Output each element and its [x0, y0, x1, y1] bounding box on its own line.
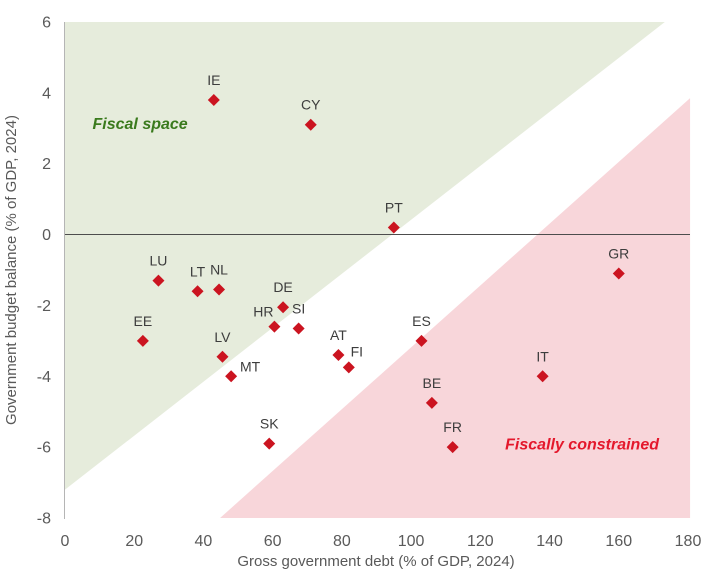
fiscally-constrained-label: Fiscally constrained: [505, 437, 660, 454]
x-tick-180: 180: [675, 533, 702, 550]
data-points: [136, 93, 625, 454]
data-point-LT: [191, 285, 204, 298]
y-axis-title: Government budget balance (% of GDP, 202…: [3, 115, 20, 425]
country-label-EE: EE: [134, 313, 153, 329]
shaded-regions: [65, 22, 691, 519]
x-axis-title: Gross government debt (% of GDP, 2024): [237, 553, 514, 570]
data-point-LV: [216, 350, 229, 363]
y-tick-0: 0: [42, 227, 51, 244]
data-point-IE: [207, 93, 220, 106]
data-point-PT: [387, 221, 400, 234]
country-label-GR: GR: [608, 246, 629, 262]
country-label-CY: CY: [301, 97, 321, 113]
country-label-LT: LT: [190, 263, 206, 279]
data-point-DE: [277, 301, 290, 314]
data-point-SI: [292, 322, 305, 335]
country-label-DE: DE: [273, 279, 292, 295]
fiscal-space-label: Fiscal space: [93, 116, 188, 133]
x-tick-80: 80: [333, 533, 351, 550]
country-label-ES: ES: [412, 313, 431, 329]
data-point-ES: [415, 334, 428, 347]
data-point-BE: [425, 396, 438, 409]
data-point-LU: [152, 274, 165, 287]
data-point-MT: [225, 370, 238, 383]
y-tick--6: -6: [37, 440, 51, 457]
data-point-FR: [446, 441, 459, 454]
y-tick-6: 6: [42, 15, 51, 32]
x-tick-160: 160: [605, 533, 632, 550]
data-point-EE: [136, 334, 149, 347]
country-label-FI: FI: [351, 343, 363, 359]
country-label-IE: IE: [207, 72, 220, 88]
country-label-PT: PT: [385, 199, 403, 215]
country-label-HR: HR: [253, 304, 273, 320]
x-tick-120: 120: [467, 533, 494, 550]
fiscally-constrained-region: [220, 98, 691, 519]
country-label-MT: MT: [240, 358, 261, 374]
country-label-NL: NL: [210, 261, 228, 277]
country-label-SI: SI: [292, 300, 305, 316]
country-label-AT: AT: [330, 327, 347, 343]
data-point-GR: [612, 267, 625, 280]
country-label-IT: IT: [536, 348, 549, 364]
y-tick-2: 2: [42, 156, 51, 173]
country-label-BE: BE: [423, 375, 442, 391]
fiscal-space-region: [65, 22, 665, 490]
data-point-NL: [213, 283, 226, 296]
y-tick--2: -2: [37, 298, 51, 315]
country-label-LV: LV: [214, 329, 231, 345]
y-tick--4: -4: [37, 369, 51, 386]
data-point-SK: [263, 437, 276, 450]
country-label-LU: LU: [149, 253, 167, 269]
data-point-HR: [268, 320, 281, 333]
y-axis-tick-labels: 6 4 2 0 -2 -4 -6 -8: [37, 15, 51, 528]
data-point-IT: [536, 370, 549, 383]
data-point-FI: [342, 361, 355, 374]
x-axis-tick-labels: 0 20 40 60 80 100 120 140 160 180: [61, 533, 702, 550]
x-tick-140: 140: [536, 533, 563, 550]
x-tick-20: 20: [125, 533, 143, 550]
x-tick-60: 60: [264, 533, 282, 550]
data-point-AT: [332, 349, 345, 362]
y-tick-4: 4: [42, 85, 51, 102]
x-tick-0: 0: [61, 533, 70, 550]
country-label-FR: FR: [443, 419, 462, 435]
data-point-CY: [304, 118, 317, 131]
country-label-SK: SK: [260, 416, 279, 432]
x-tick-40: 40: [195, 533, 213, 550]
x-tick-100: 100: [398, 533, 425, 550]
y-tick--8: -8: [37, 511, 51, 528]
